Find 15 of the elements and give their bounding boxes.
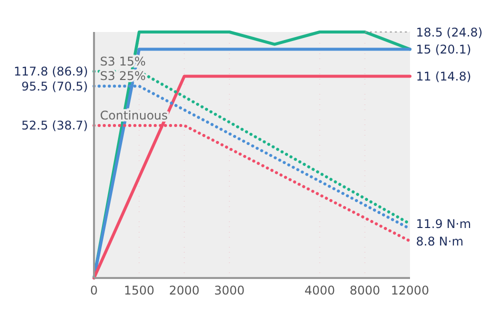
x-tick-label: 12000 (390, 284, 430, 298)
annotation: 11.9 N·m (416, 217, 472, 232)
annotation: 52.5 (38.7) (21, 118, 88, 133)
annotation: 15 (20.1) (416, 42, 472, 56)
x-tick-label: 4000 (304, 284, 335, 298)
x-tick-label: 3000 (214, 284, 245, 298)
x-tick-label: 8000 (350, 284, 380, 298)
annotation: 8.8 N·m (416, 234, 464, 248)
x-tick-label: 0 (90, 284, 98, 298)
annotation: 95.5 (70.5) (21, 79, 88, 94)
x-tick-label: 2000 (169, 284, 200, 298)
annotation: 11 (14.8) (416, 70, 472, 84)
annotation: 117.8 (86.9) (14, 64, 88, 79)
x-tick-label: 1500 (124, 284, 154, 298)
annotation: 18.5 (24.8) (416, 25, 483, 40)
